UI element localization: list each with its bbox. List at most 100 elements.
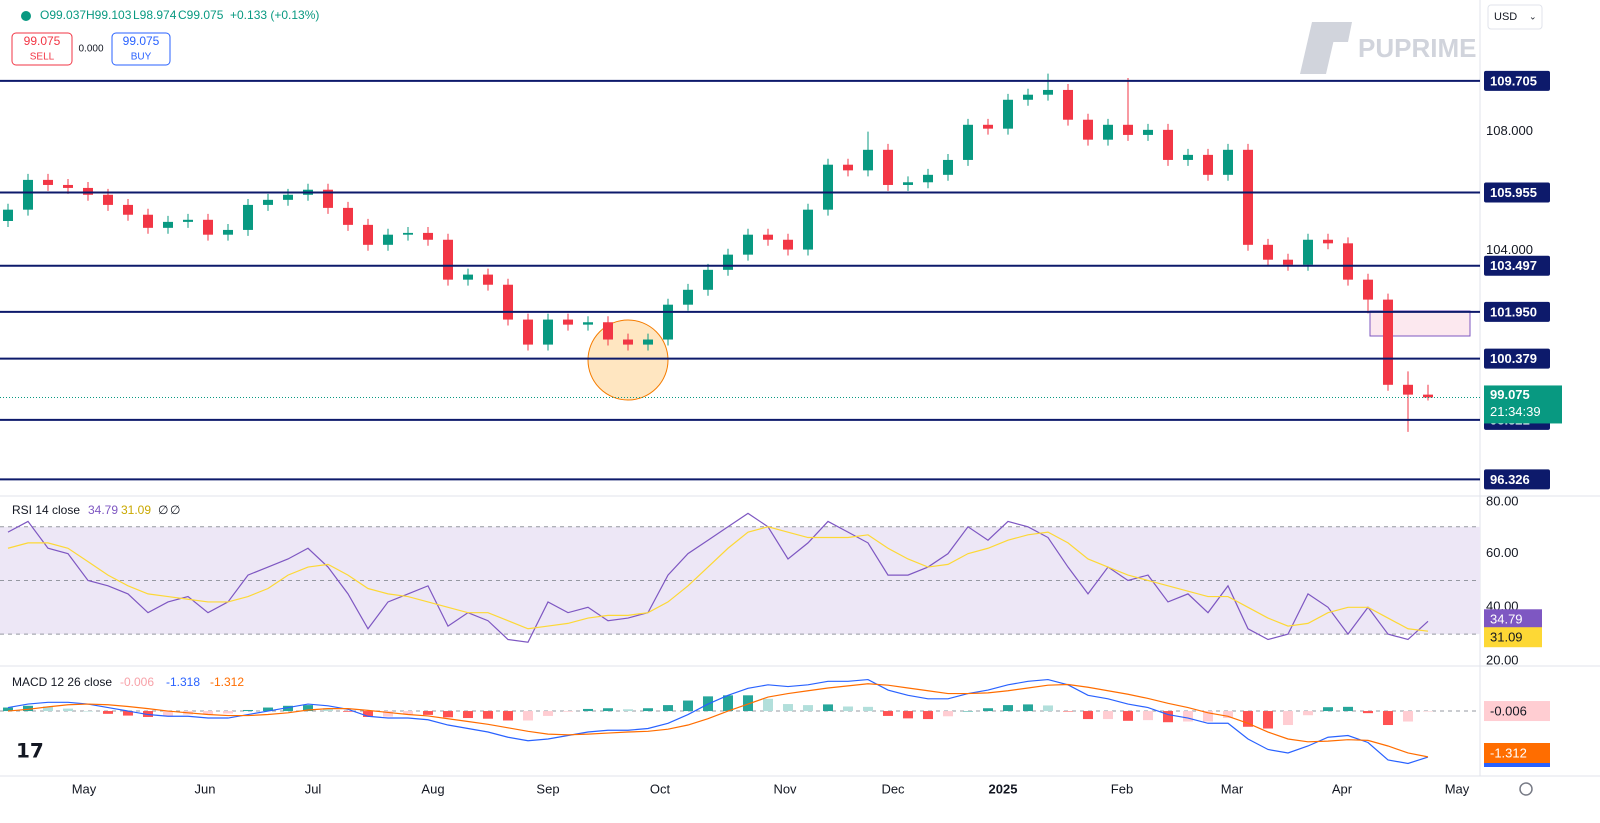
histogram-bar bbox=[223, 711, 233, 714]
histogram-bar bbox=[423, 711, 433, 715]
candle-body bbox=[863, 149, 873, 171]
histogram-bar bbox=[1283, 711, 1293, 726]
buy-button[interactable] bbox=[111, 32, 171, 66]
candle-body bbox=[543, 319, 553, 345]
candle-body bbox=[3, 209, 13, 221]
histogram-bar bbox=[43, 706, 53, 712]
candle-body bbox=[503, 284, 513, 320]
histogram-bar bbox=[863, 706, 873, 712]
histogram-bar bbox=[683, 700, 693, 712]
candle-body bbox=[983, 124, 993, 129]
histogram-bar bbox=[623, 709, 633, 712]
y-tick-label: 104.000 bbox=[1486, 242, 1533, 257]
x-tick-label: Sep bbox=[536, 781, 559, 796]
histogram-bar bbox=[1083, 711, 1093, 720]
candle-body bbox=[943, 159, 953, 175]
sell-button[interactable] bbox=[11, 32, 73, 66]
settings-icon[interactable] bbox=[1519, 782, 1533, 796]
level-label: 105.955 bbox=[1490, 185, 1537, 200]
histogram-bar bbox=[723, 695, 733, 712]
histogram-bar bbox=[823, 704, 833, 712]
histogram-bar bbox=[1223, 711, 1233, 719]
histogram-bar bbox=[383, 711, 393, 717]
candle-body bbox=[1023, 94, 1033, 100]
candle-body bbox=[343, 207, 353, 225]
x-tick-label: Mar bbox=[1221, 781, 1244, 796]
histogram-bar bbox=[543, 711, 553, 716]
candle-body bbox=[383, 234, 393, 245]
histogram-bar bbox=[23, 705, 33, 712]
histogram-bar bbox=[163, 711, 173, 717]
candle-body bbox=[83, 187, 93, 195]
histogram-bar bbox=[83, 711, 93, 712]
histogram-bar bbox=[783, 704, 793, 712]
last-price: 99.075 bbox=[1490, 387, 1530, 402]
histogram-bar bbox=[1323, 707, 1333, 712]
rsi-legend-extra: ∅ bbox=[158, 503, 168, 517]
y-tick-label: 60.00 bbox=[1486, 545, 1519, 560]
candle-body bbox=[903, 182, 913, 185]
rsi-title: RSI 14 close bbox=[12, 503, 80, 517]
level-label-box bbox=[1484, 301, 1550, 322]
histogram-bar bbox=[1203, 711, 1213, 722]
countdown: 21:34:39 bbox=[1490, 404, 1541, 419]
candle-body bbox=[443, 239, 453, 280]
histogram-bar bbox=[883, 711, 893, 716]
macd-legend-value: -1.318 bbox=[166, 675, 200, 689]
x-tick-label: 2025 bbox=[989, 781, 1018, 796]
x-tick-label: Dec bbox=[881, 781, 905, 796]
candle-body bbox=[743, 234, 753, 255]
rsi-line bbox=[7, 512, 1429, 643]
candle-body bbox=[23, 179, 33, 210]
candle-body bbox=[423, 232, 433, 240]
histogram-bar bbox=[663, 705, 673, 712]
buy-price: 99.075 bbox=[123, 34, 160, 48]
hist-value-box bbox=[1484, 701, 1550, 722]
histogram-bar bbox=[583, 708, 593, 712]
spread: 0.000 bbox=[78, 44, 103, 55]
histogram-bar bbox=[1103, 711, 1113, 720]
candle-body bbox=[723, 254, 733, 270]
y-tick-label: 20.00 bbox=[1486, 652, 1519, 667]
candle-body bbox=[1383, 299, 1393, 385]
x-tick-label: Feb bbox=[1111, 781, 1133, 796]
histogram-bar bbox=[283, 705, 293, 712]
histogram-bar bbox=[243, 709, 253, 712]
level-label-box bbox=[1484, 255, 1550, 276]
histogram-bar bbox=[903, 711, 913, 719]
candle-body bbox=[1343, 243, 1353, 280]
candle-body bbox=[663, 304, 673, 340]
candle-body bbox=[1063, 89, 1073, 120]
tv-logo: 𝟭𝟳 bbox=[16, 740, 44, 762]
histogram-bar bbox=[603, 708, 613, 712]
macd-value-box bbox=[1484, 763, 1550, 767]
currency-caret: ⌄ bbox=[1529, 11, 1537, 21]
x-tick-label: May bbox=[1445, 781, 1470, 796]
candle-body bbox=[1363, 279, 1373, 300]
level-label-box bbox=[1484, 469, 1550, 490]
histogram-bar bbox=[1183, 711, 1193, 722]
signal-value-box bbox=[1484, 743, 1550, 763]
level-label: 101.950 bbox=[1490, 304, 1537, 319]
currency: USD bbox=[1494, 11, 1517, 23]
histogram-bar bbox=[1403, 711, 1413, 722]
level-label: 103.497 bbox=[1490, 258, 1537, 273]
histogram-bar bbox=[943, 711, 953, 717]
currency-button[interactable] bbox=[1487, 4, 1543, 30]
candle-body bbox=[143, 214, 153, 228]
logo-icon bbox=[1332, 22, 1352, 42]
candle-body bbox=[103, 194, 113, 205]
logo-icon bbox=[1300, 22, 1338, 74]
histogram-bar bbox=[1003, 705, 1013, 712]
rsi-value-box bbox=[1484, 609, 1542, 630]
macd-title: MACD 12 26 close bbox=[12, 675, 112, 689]
level-label: 109.705 bbox=[1490, 73, 1537, 88]
candle-body bbox=[883, 149, 893, 185]
y-tick-label: 80.00 bbox=[1486, 493, 1519, 508]
histogram-bar bbox=[983, 708, 993, 712]
candle-body bbox=[1403, 384, 1413, 395]
histogram-bar bbox=[503, 711, 513, 721]
histogram-bar bbox=[1383, 711, 1393, 726]
level-label-box bbox=[1484, 182, 1550, 203]
